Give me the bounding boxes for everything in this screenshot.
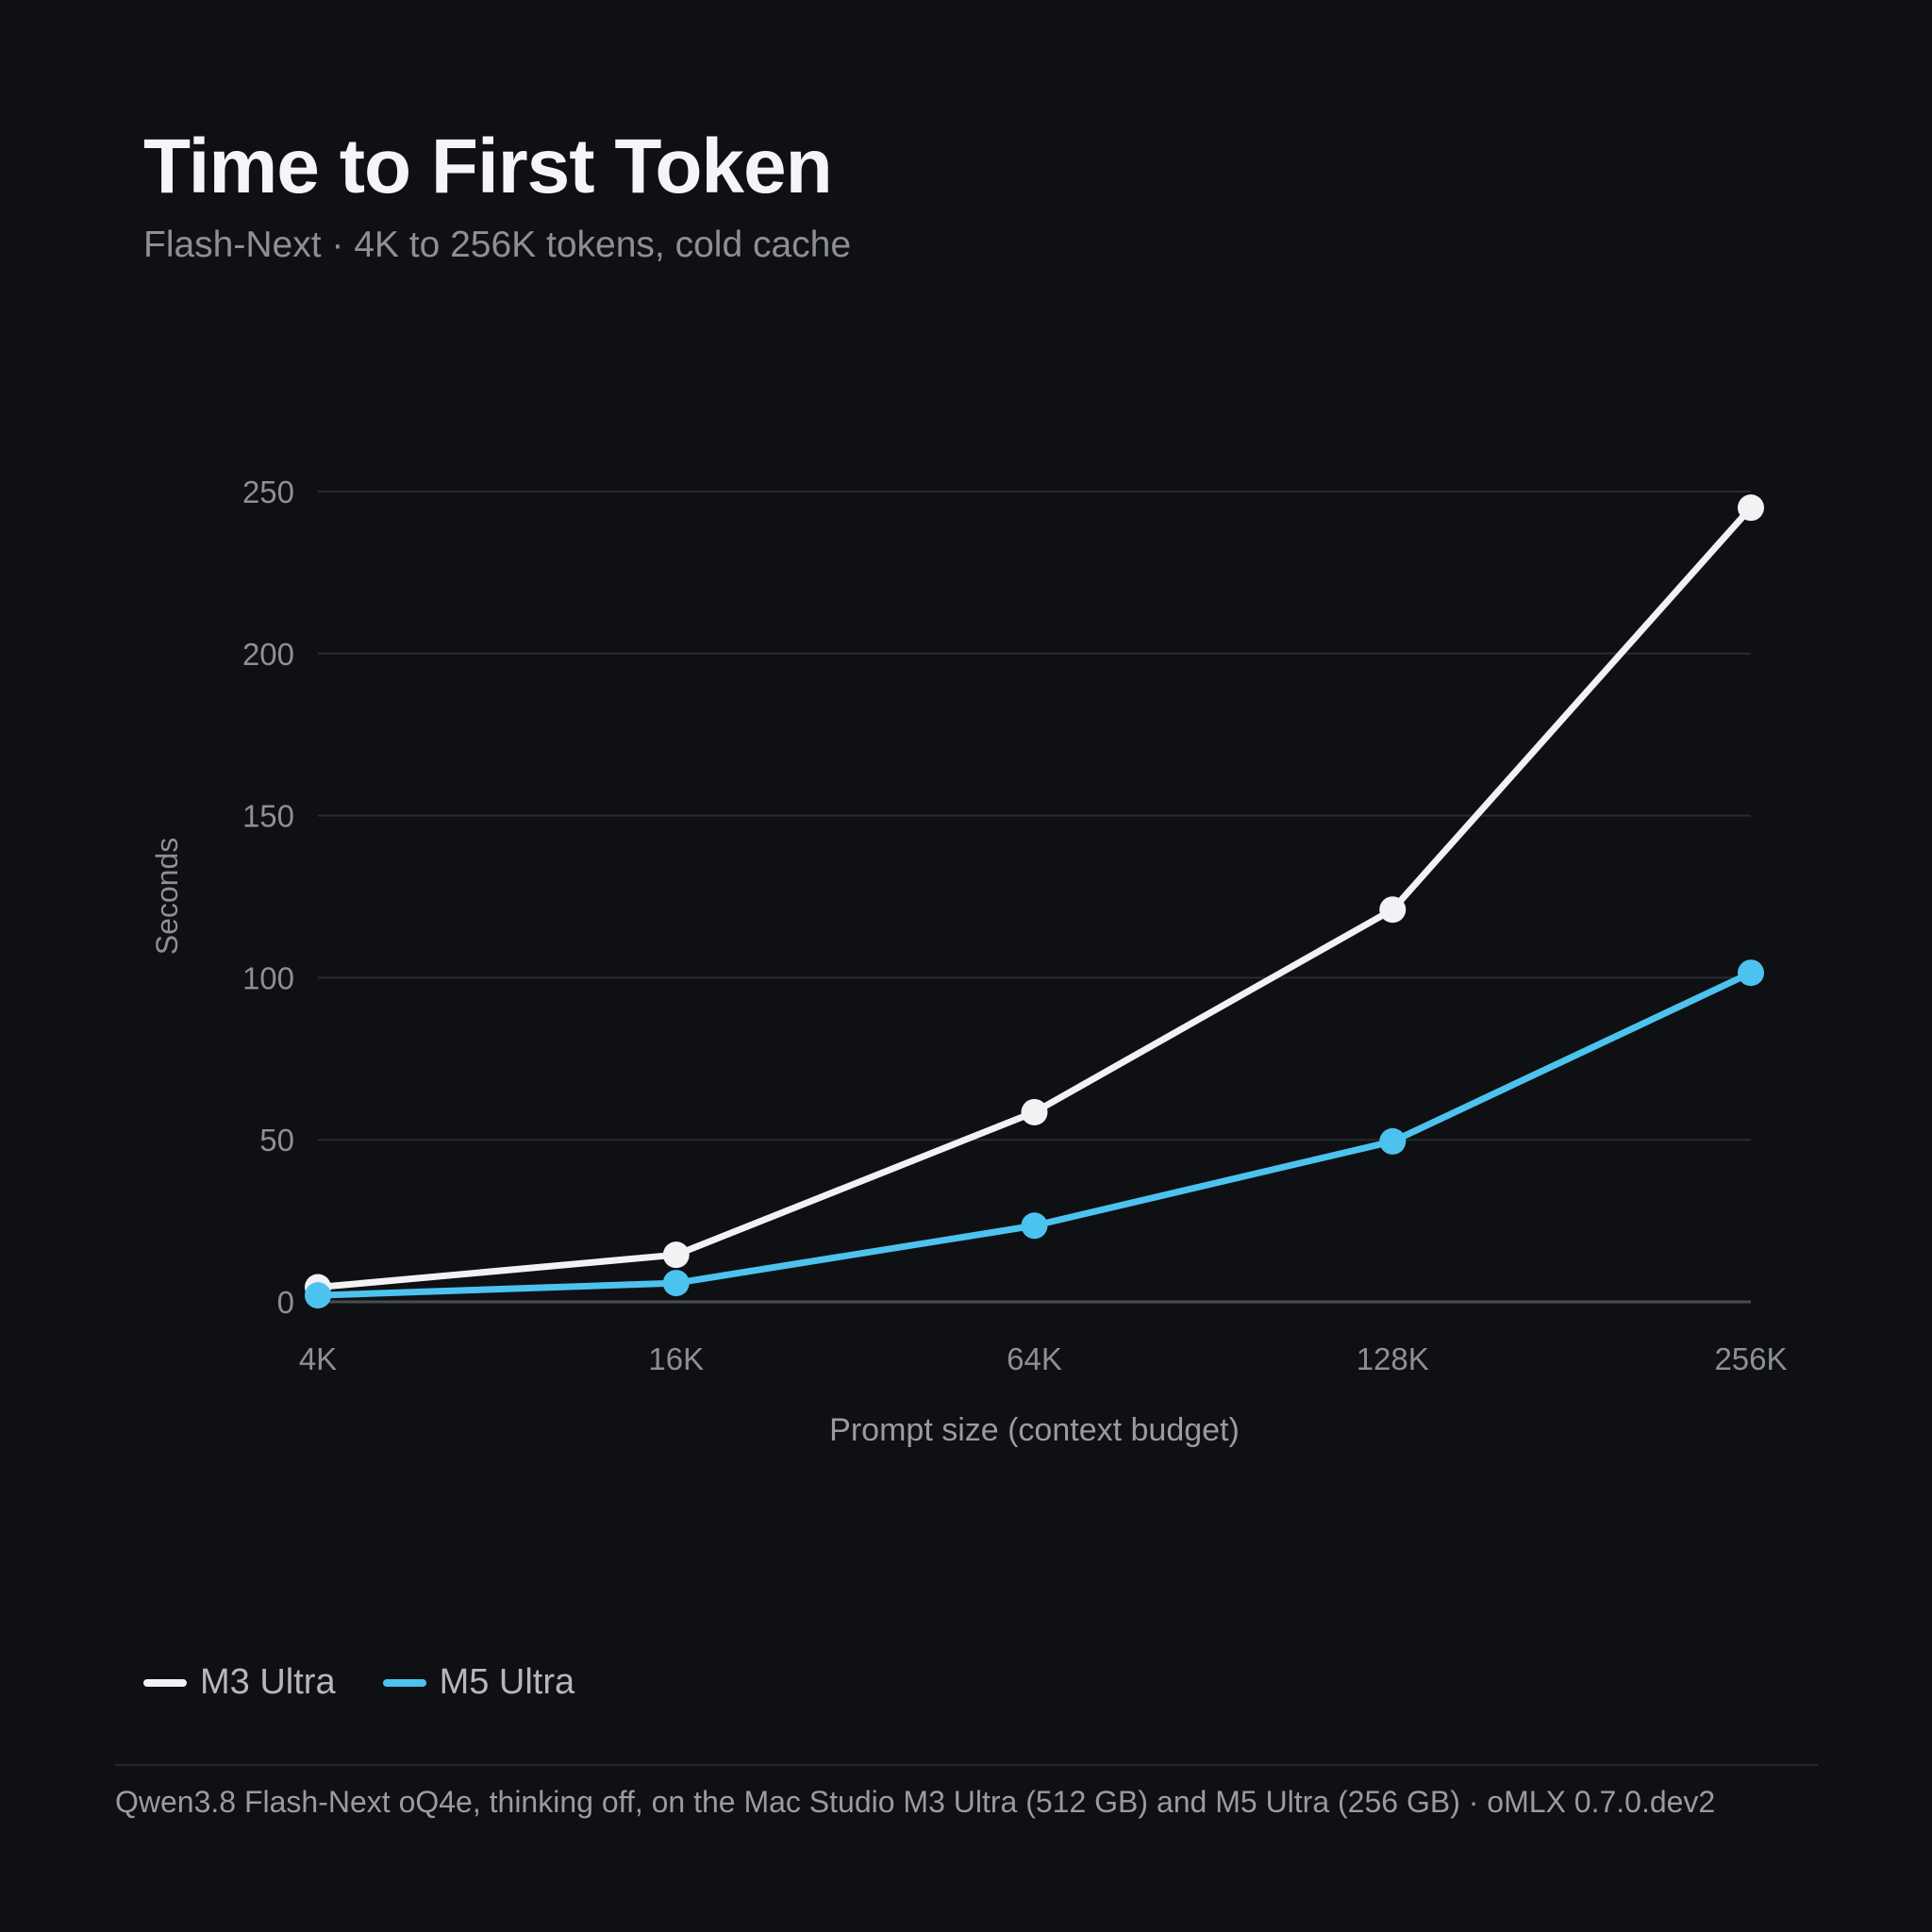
series-m3-ultra — [305, 494, 1764, 1301]
y-tick-label: 0 — [277, 1285, 294, 1320]
x-tick-label: 64K — [1007, 1341, 1062, 1376]
legend-item-m3[interactable]: M3 Ultra — [143, 1662, 336, 1703]
y-tick-label: 50 — [259, 1123, 294, 1158]
data-point-m5-ultra[interactable] — [305, 1282, 331, 1309]
y-axis-label: Seconds — [150, 838, 184, 956]
series-lines — [305, 494, 1764, 1309]
data-point-m5-ultra[interactable] — [662, 1270, 690, 1297]
x-tick-label: 4K — [299, 1341, 337, 1376]
y-tick-label: 200 — [242, 637, 294, 672]
data-point-m5-ultra[interactable] — [1738, 959, 1764, 987]
series-m5-ultra — [305, 959, 1764, 1309]
x-tick-label: 128K — [1357, 1341, 1429, 1376]
legend-item-m5[interactable]: M5 Ultra — [382, 1662, 575, 1703]
data-point-m5-ultra[interactable] — [1379, 1127, 1407, 1155]
x-axis-label: Prompt size (context budget) — [829, 1412, 1240, 1448]
data-point-m3-ultra[interactable] — [1021, 1098, 1048, 1125]
legend-swatch-m3 — [143, 1678, 187, 1687]
legend-label-m5: M5 Ultra — [439, 1662, 575, 1702]
x-axis-ticks: 4K 16K 64K 128K 256K — [299, 1341, 1788, 1376]
data-point-m3-ultra[interactable] — [662, 1241, 690, 1269]
legend-swatch-m5 — [382, 1678, 426, 1687]
y-tick-label: 150 — [242, 799, 294, 834]
x-tick-label: 16K — [648, 1341, 704, 1376]
data-point-m3-ultra[interactable] — [1379, 896, 1407, 924]
series-line-m3-ultra — [314, 504, 1755, 1291]
footer-caption: Qwen3.8 Flash-Next oQ4e, thinking off, o… — [115, 1785, 1716, 1819]
x-tick-label: 256K — [1714, 1341, 1787, 1376]
chart-title: Time to First Token — [143, 124, 833, 209]
legend: M3 Ultra M5 Ultra — [143, 1662, 575, 1703]
series-line-m5-ultra — [314, 969, 1755, 1299]
y-axis-ticks: 0 50 100 150 200 250 — [242, 475, 294, 1320]
y-tick-label: 100 — [242, 960, 294, 995]
data-point-m5-ultra[interactable] — [1021, 1212, 1048, 1240]
gridlines — [318, 491, 1751, 1304]
chart-subtitle: Flash-Next · 4K to 256K tokens, cold cac… — [143, 225, 852, 265]
legend-label-m3: M3 Ultra — [200, 1662, 336, 1702]
footer-divider — [115, 1764, 1818, 1766]
y-tick-label: 250 — [242, 475, 294, 509]
data-point-m3-ultra[interactable] — [1738, 494, 1764, 522]
